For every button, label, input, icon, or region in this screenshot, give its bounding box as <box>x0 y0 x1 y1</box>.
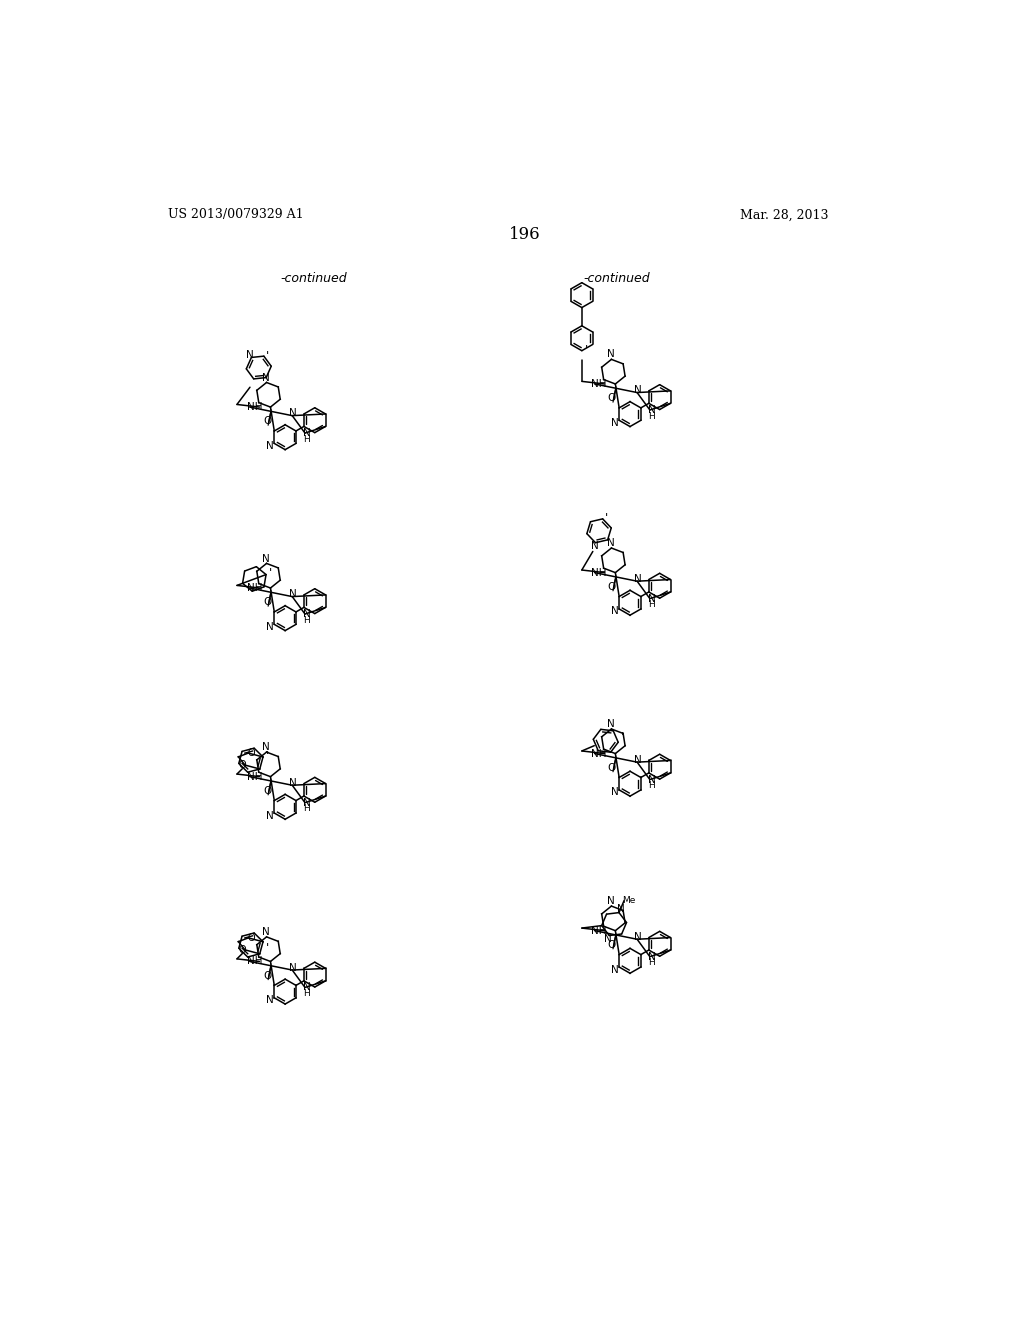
Text: ': ' <box>621 730 624 743</box>
Text: H: H <box>303 434 310 444</box>
Text: 196: 196 <box>509 226 541 243</box>
Text: N: N <box>262 927 269 937</box>
Text: N: N <box>289 408 297 418</box>
Text: N: N <box>634 574 642 583</box>
Text: O: O <box>263 416 271 426</box>
Text: N: N <box>634 385 642 395</box>
Text: N: N <box>611 606 618 616</box>
Text: O: O <box>263 785 271 796</box>
Text: N: N <box>647 775 655 784</box>
Text: Me: Me <box>622 896 635 906</box>
Text: O: O <box>263 598 271 607</box>
Text: N: N <box>289 589 297 599</box>
Text: N: N <box>591 541 598 550</box>
Text: O: O <box>239 945 246 954</box>
Text: O: O <box>239 760 246 770</box>
Text: H: H <box>648 781 654 791</box>
Text: N: N <box>611 965 618 974</box>
Text: N: N <box>611 418 618 428</box>
Text: N: N <box>303 982 310 993</box>
Text: O: O <box>608 940 616 950</box>
Text: O: O <box>608 582 616 591</box>
Text: N: N <box>262 553 269 564</box>
Text: N: N <box>246 350 253 360</box>
Text: O: O <box>248 748 255 758</box>
Text: ': ' <box>266 350 269 363</box>
Text: N: N <box>611 788 618 797</box>
Text: -continued: -continued <box>583 272 649 285</box>
Text: N: N <box>607 350 614 359</box>
Text: N: N <box>303 797 310 808</box>
Text: ': ' <box>265 942 269 956</box>
Text: NH: NH <box>592 379 607 389</box>
Text: H: H <box>303 615 310 624</box>
Text: H: H <box>303 989 310 998</box>
Text: ': ' <box>585 345 588 358</box>
Text: N: N <box>647 952 655 962</box>
Text: NH: NH <box>247 583 262 593</box>
Text: -continued: -continued <box>281 272 347 285</box>
Text: NH: NH <box>592 748 607 759</box>
Text: O: O <box>263 970 271 981</box>
Text: NH: NH <box>592 568 607 578</box>
Text: US 2013/0079329 A1: US 2013/0079329 A1 <box>168 209 304 222</box>
Text: N: N <box>266 995 273 1006</box>
Text: N: N <box>607 539 614 548</box>
Text: NH: NH <box>247 957 262 966</box>
Text: H: H <box>648 958 654 968</box>
Text: N: N <box>266 810 273 821</box>
Text: O: O <box>608 763 616 774</box>
Text: N: N <box>262 372 269 383</box>
Text: N: N <box>634 755 642 764</box>
Text: N: N <box>266 622 273 632</box>
Text: NH: NH <box>247 403 262 412</box>
Text: N: N <box>262 742 269 752</box>
Text: N: N <box>303 428 310 438</box>
Text: N: N <box>607 896 614 906</box>
Text: N: N <box>289 777 297 788</box>
Text: N: N <box>647 594 655 603</box>
Text: N: N <box>266 441 273 451</box>
Text: H: H <box>648 601 654 610</box>
Text: N: N <box>616 904 625 915</box>
Text: O: O <box>608 393 616 404</box>
Text: N: N <box>647 405 655 414</box>
Text: N: N <box>303 609 310 619</box>
Text: NH: NH <box>247 772 262 781</box>
Text: N: N <box>634 932 642 942</box>
Text: O: O <box>248 933 255 942</box>
Text: N: N <box>607 719 614 729</box>
Text: ': ' <box>265 750 269 763</box>
Text: ': ' <box>605 512 608 525</box>
Text: H: H <box>648 412 654 421</box>
Text: H: H <box>303 804 310 813</box>
Text: Mar. 28, 2013: Mar. 28, 2013 <box>740 209 828 222</box>
Text: NH: NH <box>592 925 607 936</box>
Text: ': ' <box>269 568 272 581</box>
Text: N: N <box>289 962 297 973</box>
Text: N: N <box>604 935 611 944</box>
